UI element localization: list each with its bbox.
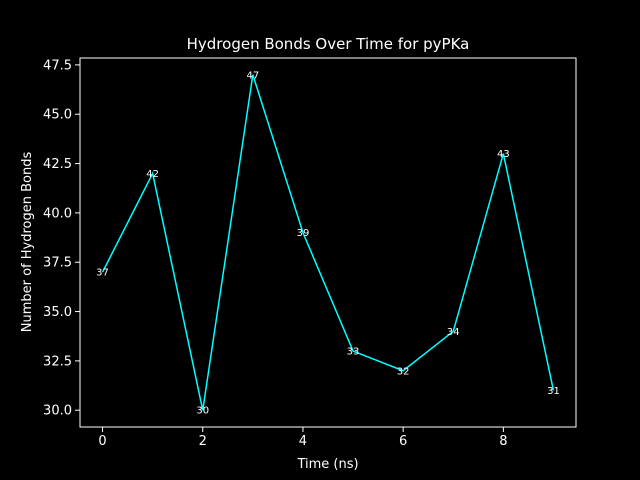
data-label: 43: [497, 149, 510, 160]
series-line: [101, 74, 555, 411]
y-axis-label: Number of Hydrogen Bonds: [20, 152, 35, 333]
data-label: 33: [347, 347, 360, 358]
data-label: 39: [297, 228, 310, 239]
x-tick-label: 4: [299, 434, 307, 449]
data-label: 37: [96, 268, 109, 279]
x-axis: 0 2 4 6 8: [98, 427, 507, 449]
y-tick-label: 45.0: [43, 108, 72, 123]
y-axis: 30.0 32.5 35.0 37.5 40.0 42.5 45.0 47.5: [43, 58, 80, 419]
data-label: 32: [397, 366, 410, 377]
chart-title: Hydrogen Bonds Over Time for pyPKa: [187, 35, 470, 53]
data-label: 34: [447, 327, 460, 338]
x-tick-label: 6: [399, 434, 407, 449]
data-label: 42: [146, 169, 159, 180]
data-labels: 37 42 30 47 39 33 32 34 43 31: [96, 70, 560, 416]
y-tick-label: 30.0: [43, 404, 72, 419]
x-tick-label: 8: [499, 434, 507, 449]
x-tick-label: 0: [98, 434, 106, 449]
x-axis-label: Time (ns): [296, 457, 358, 472]
y-tick-label: 37.5: [43, 256, 72, 271]
y-tick-label: 47.5: [43, 58, 72, 73]
y-tick-label: 42.5: [43, 157, 72, 172]
x-tick-label: 2: [199, 434, 207, 449]
plot-area: [79, 57, 577, 428]
data-label: 47: [246, 70, 259, 81]
y-tick-label: 35.0: [43, 305, 72, 320]
axes-frame: [79, 57, 577, 428]
data-label: 31: [547, 386, 560, 397]
data-label: 30: [196, 406, 209, 417]
y-tick-label: 32.5: [43, 354, 72, 369]
y-tick-label: 40.0: [43, 206, 72, 221]
